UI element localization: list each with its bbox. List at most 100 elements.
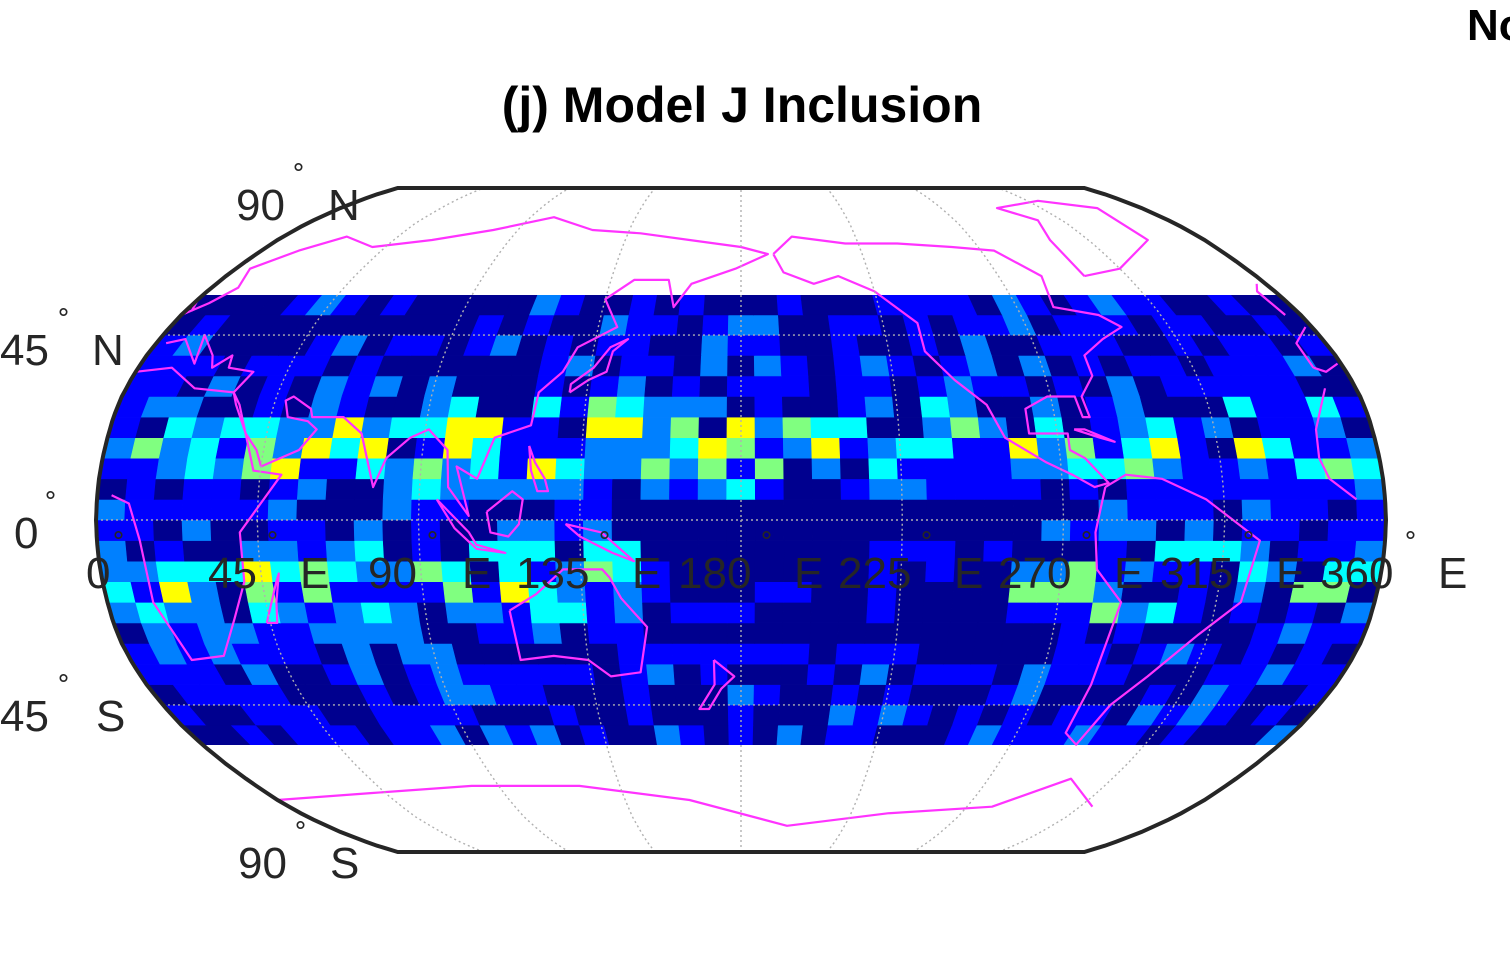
svg-text:S: S bbox=[96, 692, 125, 741]
lon-label: 0° bbox=[86, 527, 125, 598]
grid-cell bbox=[782, 416, 812, 438]
grid-cell bbox=[1211, 478, 1243, 500]
grid-cell bbox=[1233, 581, 1267, 603]
grid-cell bbox=[653, 724, 682, 746]
grid-cell bbox=[698, 437, 728, 459]
grid-cell bbox=[881, 684, 914, 706]
grid-cell bbox=[808, 643, 838, 665]
grid-cell bbox=[510, 355, 544, 377]
meridian-line bbox=[912, 188, 1065, 852]
grid-cell bbox=[353, 519, 384, 541]
lon-label: 225 ° E bbox=[838, 527, 983, 598]
grid-cell bbox=[864, 622, 895, 644]
grid-cell bbox=[949, 602, 981, 624]
grid-cell bbox=[583, 499, 613, 521]
grid-cell bbox=[506, 643, 539, 665]
grid-cell bbox=[644, 643, 674, 665]
grid-cell bbox=[955, 519, 985, 541]
grid-cell bbox=[625, 314, 655, 336]
lat-label: 90° S bbox=[238, 817, 359, 888]
grid-cell bbox=[603, 724, 634, 746]
svg-text:°: ° bbox=[112, 527, 125, 557]
grid-cell bbox=[247, 416, 282, 438]
grid-cell bbox=[612, 457, 642, 480]
grid-cell bbox=[96, 499, 126, 521]
grid-cell bbox=[800, 294, 829, 316]
grid-cell bbox=[811, 437, 841, 459]
grid-cell bbox=[984, 519, 1014, 541]
grid-cell bbox=[153, 540, 185, 562]
svg-text:45: 45 bbox=[0, 692, 49, 741]
grid-cell bbox=[676, 314, 704, 336]
coastline bbox=[277, 777, 1094, 827]
grid-cell bbox=[837, 396, 867, 418]
grid-cell bbox=[648, 334, 678, 356]
grid-cell bbox=[954, 478, 985, 500]
grid-cell bbox=[640, 478, 670, 500]
grid-cell bbox=[698, 416, 728, 438]
grid-cell bbox=[1010, 457, 1041, 480]
grid-cell bbox=[412, 457, 444, 480]
grid-cell bbox=[703, 294, 730, 316]
grid-cell bbox=[889, 375, 921, 397]
grid-cell bbox=[599, 704, 630, 726]
svg-text:N: N bbox=[328, 181, 360, 230]
grid-cell bbox=[642, 416, 672, 438]
grid-cell bbox=[925, 560, 956, 583]
grid-cell bbox=[1237, 457, 1270, 480]
coastline bbox=[1295, 326, 1315, 369]
grid-cell bbox=[510, 663, 544, 685]
grid-cell bbox=[210, 519, 241, 541]
grid-cell bbox=[585, 602, 616, 624]
grid-cell bbox=[473, 416, 505, 438]
grid-cell bbox=[158, 437, 193, 459]
grid-cell bbox=[755, 499, 785, 521]
grid-cell bbox=[1057, 622, 1091, 644]
grid-cell bbox=[674, 684, 703, 706]
grid-cell bbox=[211, 478, 242, 500]
grid-cell bbox=[753, 355, 782, 377]
grid-cell bbox=[212, 457, 245, 480]
grid-cell bbox=[669, 437, 700, 459]
grid-cell bbox=[559, 396, 590, 418]
grid-cell bbox=[239, 519, 269, 541]
grid-cell bbox=[1029, 396, 1063, 418]
grid-cell bbox=[925, 457, 956, 480]
grid-cell bbox=[215, 437, 249, 459]
grid-cell bbox=[445, 602, 477, 624]
grid-cell bbox=[364, 396, 398, 418]
grid-cell bbox=[135, 416, 170, 438]
grid-cell bbox=[783, 519, 813, 541]
grid-cell bbox=[669, 519, 699, 541]
grid-cell bbox=[1354, 478, 1386, 500]
coastline bbox=[1064, 473, 1261, 746]
grid-cell bbox=[534, 643, 566, 665]
grid-cell bbox=[304, 416, 337, 438]
grid-cell bbox=[812, 519, 842, 541]
grid-cell bbox=[1270, 499, 1301, 521]
corner-label: No bbox=[1467, 1, 1510, 50]
grid-cell bbox=[781, 396, 812, 418]
svg-text:E: E bbox=[1438, 549, 1467, 598]
grid-cell bbox=[997, 643, 1031, 665]
svg-text:°: ° bbox=[1404, 527, 1417, 557]
grid-cell bbox=[974, 622, 1007, 644]
map-frame bbox=[93, 186, 1389, 854]
grid-cell bbox=[983, 478, 1014, 500]
grid-cell bbox=[642, 602, 672, 624]
grid-cell bbox=[947, 396, 979, 418]
grid-cell bbox=[475, 622, 508, 644]
grid-cell bbox=[354, 478, 385, 500]
grid-cell bbox=[1268, 478, 1300, 500]
grid-cell bbox=[267, 499, 298, 521]
svg-text:°: ° bbox=[294, 817, 307, 847]
grid-cell bbox=[1012, 499, 1043, 521]
grid-cell bbox=[804, 334, 834, 356]
coastline bbox=[1073, 428, 1116, 443]
grid-cell bbox=[364, 622, 398, 644]
grid-cell bbox=[1327, 519, 1358, 541]
grid-cell bbox=[921, 602, 953, 624]
grid-cell bbox=[191, 416, 226, 438]
svg-text:°: ° bbox=[426, 527, 439, 557]
svg-text:E: E bbox=[300, 549, 329, 598]
